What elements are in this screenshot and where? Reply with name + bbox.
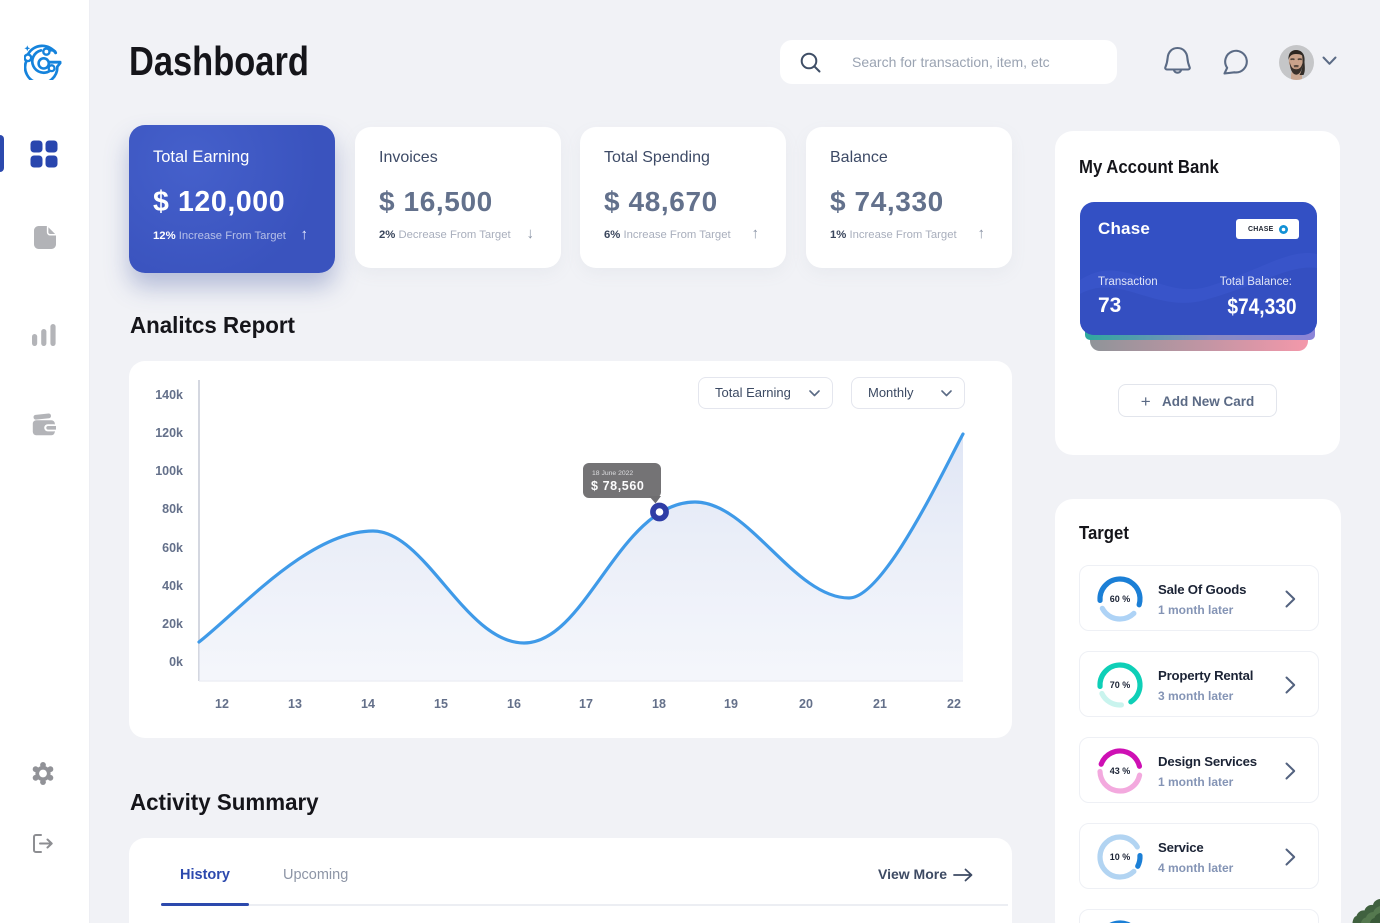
svg-text:18 June 2022: 18 June 2022 [592,470,633,477]
svg-text:$ 78,560: $ 78,560 [591,479,644,493]
